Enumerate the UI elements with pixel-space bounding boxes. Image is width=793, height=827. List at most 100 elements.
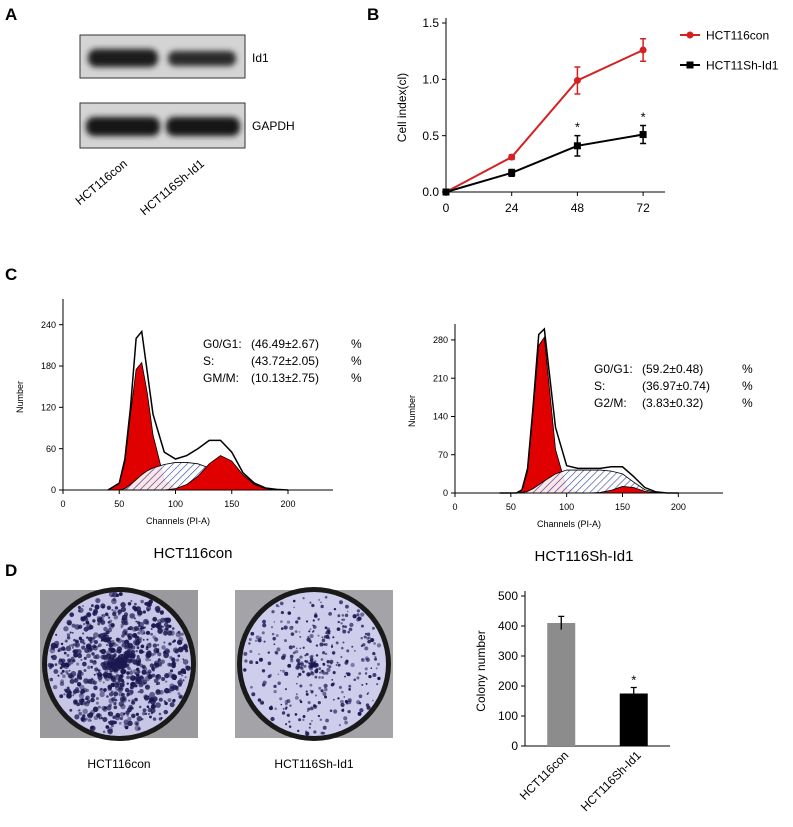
- colony: [76, 648, 82, 655]
- colony: [344, 613, 349, 618]
- x-tick-label: 200: [280, 499, 295, 509]
- colony: [169, 702, 175, 708]
- colony: [72, 694, 75, 697]
- colony: [164, 701, 168, 706]
- colony: [66, 633, 71, 637]
- colony: [84, 717, 88, 721]
- colony: [336, 661, 339, 664]
- colony: [152, 717, 157, 721]
- panel-label: B: [367, 5, 379, 24]
- colony: [137, 631, 141, 635]
- colony: [299, 647, 302, 650]
- colony: [366, 632, 371, 637]
- colony: [73, 638, 76, 642]
- colony: [332, 698, 335, 701]
- colony: [105, 630, 110, 635]
- colony: [121, 679, 124, 683]
- colony: [305, 652, 309, 656]
- colony: [100, 688, 103, 691]
- colony: [130, 660, 133, 663]
- colony: [149, 659, 152, 662]
- colony: [261, 631, 265, 635]
- colony: [145, 647, 149, 651]
- colony: [307, 707, 311, 711]
- colony: [297, 729, 300, 733]
- colony: [171, 627, 175, 630]
- x-tick-label: 24: [505, 201, 519, 215]
- colony: [317, 714, 321, 718]
- plate-label: HCT116Sh-Id1: [274, 757, 353, 771]
- colony: [92, 619, 96, 623]
- colony: [298, 718, 302, 722]
- colony: [372, 673, 377, 677]
- colony: [364, 632, 368, 636]
- colony: [155, 702, 161, 708]
- colony: [323, 683, 328, 688]
- colony: [250, 685, 253, 689]
- colony: [136, 657, 141, 663]
- colony: [248, 642, 251, 645]
- colony: [171, 657, 176, 663]
- colony: [121, 642, 126, 648]
- annotation-unit: %: [351, 354, 362, 368]
- colony: [330, 683, 335, 687]
- colony: [285, 723, 288, 726]
- colony: [113, 705, 118, 710]
- colony: [161, 610, 164, 613]
- bar: [619, 693, 648, 746]
- colony: [289, 654, 294, 659]
- colony: [82, 714, 86, 718]
- colony: [108, 642, 114, 648]
- colony: [81, 616, 86, 621]
- colony: [136, 611, 139, 614]
- colony: [377, 676, 381, 681]
- colony-plates: HCT116con HCT116Sh-Id1: [40, 587, 393, 771]
- colony: [288, 725, 292, 728]
- colony: [340, 655, 343, 659]
- colony: [176, 639, 183, 645]
- colony: [344, 675, 346, 678]
- marker: [639, 46, 647, 54]
- colony: [69, 612, 75, 618]
- colony: [127, 655, 131, 658]
- colony: [144, 675, 151, 682]
- colony: [324, 595, 328, 599]
- colony: [98, 643, 102, 647]
- y-tick-label: 100: [498, 709, 518, 723]
- colony: [102, 664, 108, 671]
- colony: [342, 625, 345, 628]
- colony: [342, 618, 346, 622]
- chart: 0.0 0.5 1.0 1.5 0 24 48 72 Cell index(cl) HCT116c…: [395, 16, 779, 215]
- colony: [341, 690, 344, 694]
- annotation-label: G0/G1:: [203, 337, 242, 351]
- colony: [313, 664, 317, 668]
- colony: [169, 669, 174, 673]
- colony: [68, 664, 71, 666]
- colony: [163, 641, 166, 644]
- colony: [257, 638, 262, 643]
- colony: [319, 642, 324, 647]
- colony: [102, 654, 109, 661]
- colony: [315, 668, 319, 672]
- colony: [142, 708, 147, 713]
- colony: [113, 642, 115, 645]
- panel-label: C: [5, 265, 17, 284]
- colony: [104, 675, 111, 682]
- series-line: [445, 133, 644, 193]
- colony: [330, 662, 333, 665]
- colony: [309, 666, 313, 671]
- colony: [299, 699, 302, 702]
- marker: [573, 76, 581, 84]
- colony: [127, 643, 130, 647]
- colony: [142, 671, 145, 675]
- colony: [150, 699, 156, 705]
- colony: [120, 664, 126, 670]
- bar: [547, 623, 576, 746]
- colony: [311, 624, 314, 627]
- colony: [338, 685, 342, 689]
- colony: [73, 652, 79, 658]
- colony: [99, 616, 104, 621]
- colony: [78, 607, 84, 613]
- colony: [79, 684, 85, 690]
- colony: [262, 680, 267, 685]
